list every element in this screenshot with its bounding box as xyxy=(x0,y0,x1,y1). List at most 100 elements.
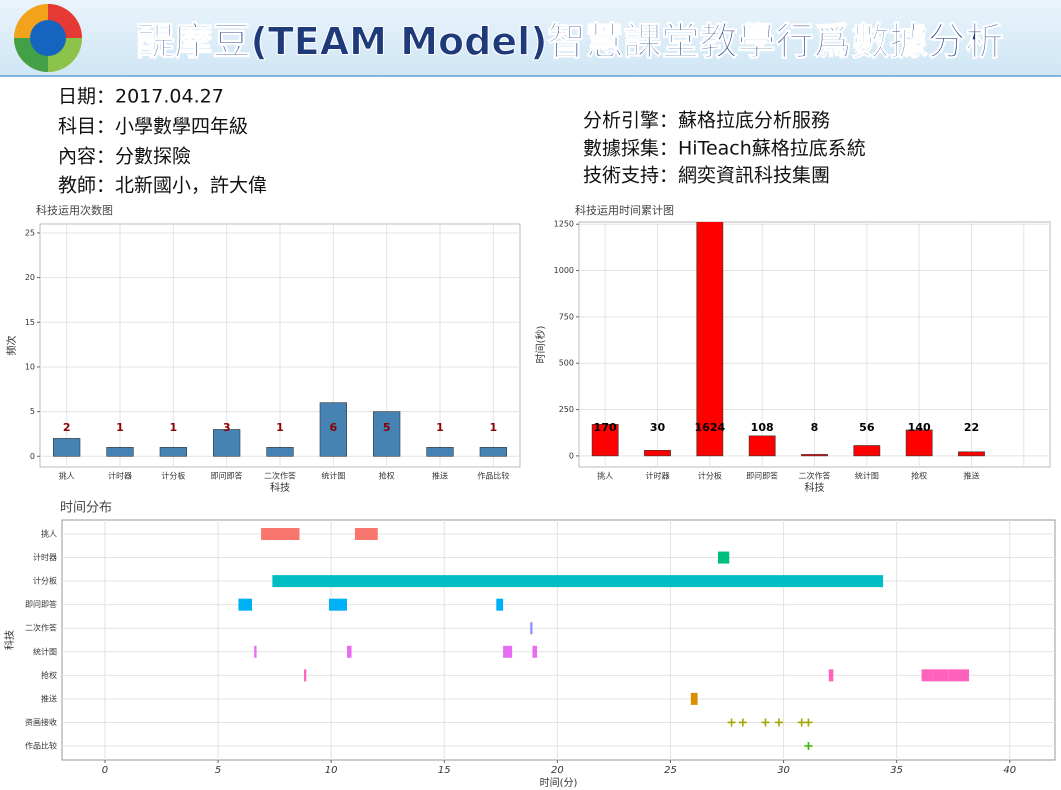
y-tick-label: 作品比较 xyxy=(25,741,57,751)
info-line: 分析引擎：蘇格拉底分析服務 xyxy=(583,110,830,132)
info-line: 日期：2017.04.27 xyxy=(58,86,224,108)
time-segment xyxy=(304,669,307,682)
y-tick-label: 计时器 xyxy=(33,552,57,562)
y-tick-label: 15 xyxy=(25,318,35,327)
y-tick-label: 即问即答 xyxy=(25,599,57,609)
bar xyxy=(266,447,294,457)
time-point xyxy=(775,718,784,727)
x-tick-label: 计时器 xyxy=(646,471,670,481)
y-tick-label: 0 xyxy=(569,451,574,460)
y-axis-title: 时间(秒) xyxy=(534,326,547,364)
bar xyxy=(696,222,724,457)
info-line: 教師：北新國小，許大偉 xyxy=(58,175,267,197)
y-tick-label: 25 xyxy=(25,228,35,237)
value-label: 170 xyxy=(594,421,617,434)
y-tick-label: 挑人 xyxy=(41,529,57,539)
y-tick-label: 750 xyxy=(559,312,574,321)
time-segment xyxy=(272,575,884,588)
time-segment xyxy=(496,598,504,611)
bar xyxy=(958,451,985,457)
x-axis-title: 科技 xyxy=(270,481,290,494)
page-title: 醍摩豆(TEAM Model)智慧課堂教學行爲數據分析 xyxy=(137,20,1004,64)
bar xyxy=(373,411,401,457)
value-label: 8 xyxy=(811,421,819,434)
x-tick-label: 统计图 xyxy=(855,471,879,481)
value-label: 56 xyxy=(859,421,875,434)
time-segment xyxy=(532,645,538,658)
x-tick-label: 15 xyxy=(438,765,451,776)
y-tick-label: 1000 xyxy=(554,266,574,275)
value-label: 1 xyxy=(436,421,444,434)
x-tick-label: 10 xyxy=(325,765,338,776)
value-label: 22 xyxy=(964,421,979,434)
x-tick-label: 计时器 xyxy=(108,471,132,481)
y-tick-label: 统计图 xyxy=(33,646,57,656)
y-axis-title: 频次 xyxy=(5,336,18,356)
time-segment xyxy=(261,528,300,540)
plot-panel xyxy=(61,519,1056,761)
x-tick-label: 推送 xyxy=(432,471,448,481)
bar xyxy=(159,447,187,457)
info-line: 科目：小學數學四年級 xyxy=(58,116,248,138)
time-point xyxy=(804,742,813,750)
info-line: 數據採集：HiTeach蘇格拉底系統 xyxy=(583,138,866,160)
x-axis-title: 时间(分) xyxy=(540,776,578,789)
bar xyxy=(53,438,81,457)
x-tick-label: 35 xyxy=(890,765,903,776)
time-segment xyxy=(238,598,253,611)
x-tick-label: 即问即答 xyxy=(211,471,243,481)
y-tick-label: 20 xyxy=(25,273,35,282)
y-tick-label: 500 xyxy=(559,359,574,368)
y-tick-label: 计分板 xyxy=(33,576,57,586)
value-label: 1 xyxy=(116,421,124,434)
value-label: 3 xyxy=(223,421,231,434)
time-segment xyxy=(503,645,513,658)
x-tick-label: 30 xyxy=(777,765,790,776)
time-segment xyxy=(690,692,698,705)
value-label: 5 xyxy=(383,421,391,434)
header-band xyxy=(0,0,1061,76)
x-axis-title: 科技 xyxy=(805,481,825,494)
y-tick-label: 5 xyxy=(30,407,35,416)
x-tick-label: 计分板 xyxy=(161,471,185,481)
value-label: 140 xyxy=(908,421,931,434)
time-segment xyxy=(717,551,730,564)
x-tick-label: 作品比较 xyxy=(477,471,509,481)
time-segment xyxy=(328,598,348,611)
value-label: 6 xyxy=(330,421,338,434)
value-label: 1 xyxy=(170,421,178,434)
x-tick-label: 二次作答 xyxy=(264,471,296,481)
bar xyxy=(853,445,881,457)
value-label: 1 xyxy=(490,421,498,434)
bar xyxy=(319,402,347,457)
info-line: 內容：分數探險 xyxy=(58,146,191,168)
bar xyxy=(426,447,454,457)
x-tick-label: 5 xyxy=(215,765,221,776)
y-tick-label: 1250 xyxy=(554,220,574,229)
x-tick-label: 40 xyxy=(1003,765,1016,776)
time-segment xyxy=(254,645,257,658)
time-point xyxy=(738,718,747,727)
bar xyxy=(801,454,828,457)
y-tick-label: 二次作答 xyxy=(25,623,57,633)
x-tick-label: 25 xyxy=(664,765,677,776)
y-tick-label: 资画接收 xyxy=(25,717,57,727)
y-tick-label: 250 xyxy=(559,405,574,414)
logo xyxy=(14,4,82,72)
time-point xyxy=(804,718,813,727)
y-tick-label: 10 xyxy=(25,362,35,371)
chart-title: 科技运用次数图 xyxy=(36,203,113,217)
x-tick-label: 统计图 xyxy=(321,471,345,481)
value-label: 30 xyxy=(650,421,666,434)
time-segment xyxy=(921,669,933,682)
x-tick-label: 计分板 xyxy=(698,471,722,481)
value-label: 1 xyxy=(276,421,284,434)
time-segment xyxy=(932,669,949,682)
time-segment xyxy=(828,669,834,682)
chart-title: 时间分布 xyxy=(60,501,112,516)
x-tick-label: 抢权 xyxy=(911,471,927,481)
time-segment xyxy=(530,622,533,635)
y-tick-label: 抢权 xyxy=(41,670,57,680)
